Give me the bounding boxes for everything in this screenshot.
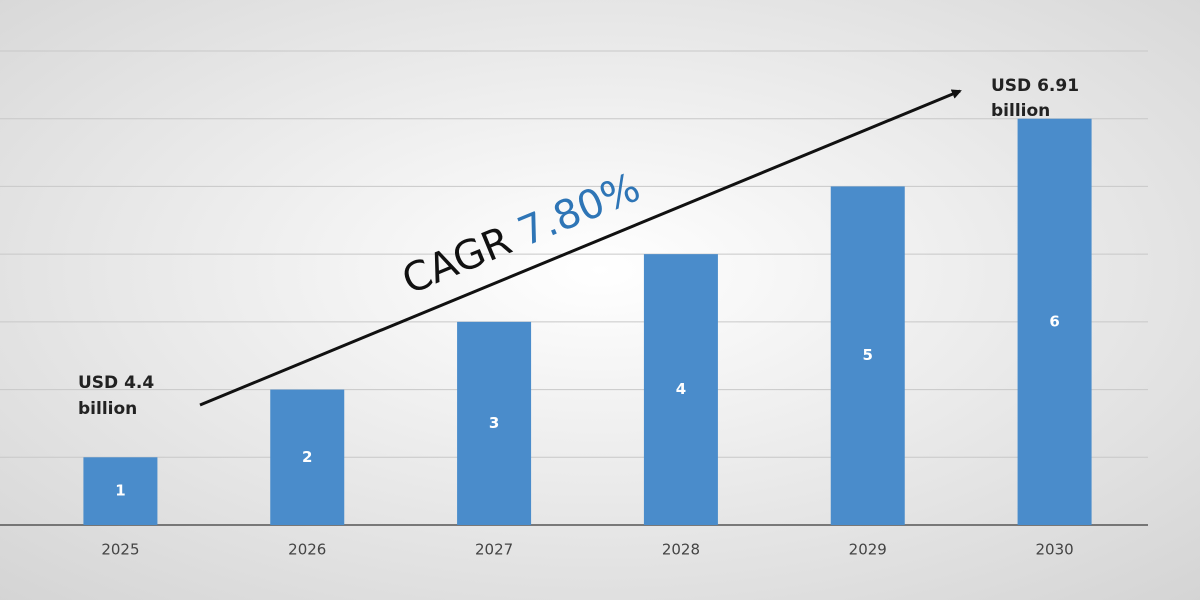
data-label: 4: [676, 380, 686, 398]
x-tick-label: 2027: [475, 541, 513, 559]
x-tick-label: 2029: [849, 541, 887, 559]
bar: [270, 389, 345, 525]
x-tick-label: 2025: [101, 541, 139, 559]
data-label: 1: [115, 482, 125, 500]
bar: [830, 186, 905, 525]
data-label: 2: [302, 448, 312, 466]
growth-arrow: [199, 89, 962, 407]
start-annotation-line: billion: [78, 399, 137, 419]
start-annotation-line: USD 4.4: [78, 373, 154, 393]
data-label: 5: [863, 346, 873, 364]
bar: [643, 254, 718, 525]
bar: [457, 321, 532, 525]
x-tick-label: 2028: [662, 541, 700, 559]
bar: [83, 457, 158, 525]
bar: [1017, 118, 1092, 525]
data-label: 3: [489, 414, 499, 432]
end-annotation-line: USD 6.91: [991, 76, 1079, 96]
data-label: 6: [1049, 312, 1059, 330]
x-tick-label: 2026: [288, 541, 326, 559]
end-annotation-line: billion: [991, 101, 1050, 121]
x-tick-label: 2030: [1035, 541, 1073, 559]
